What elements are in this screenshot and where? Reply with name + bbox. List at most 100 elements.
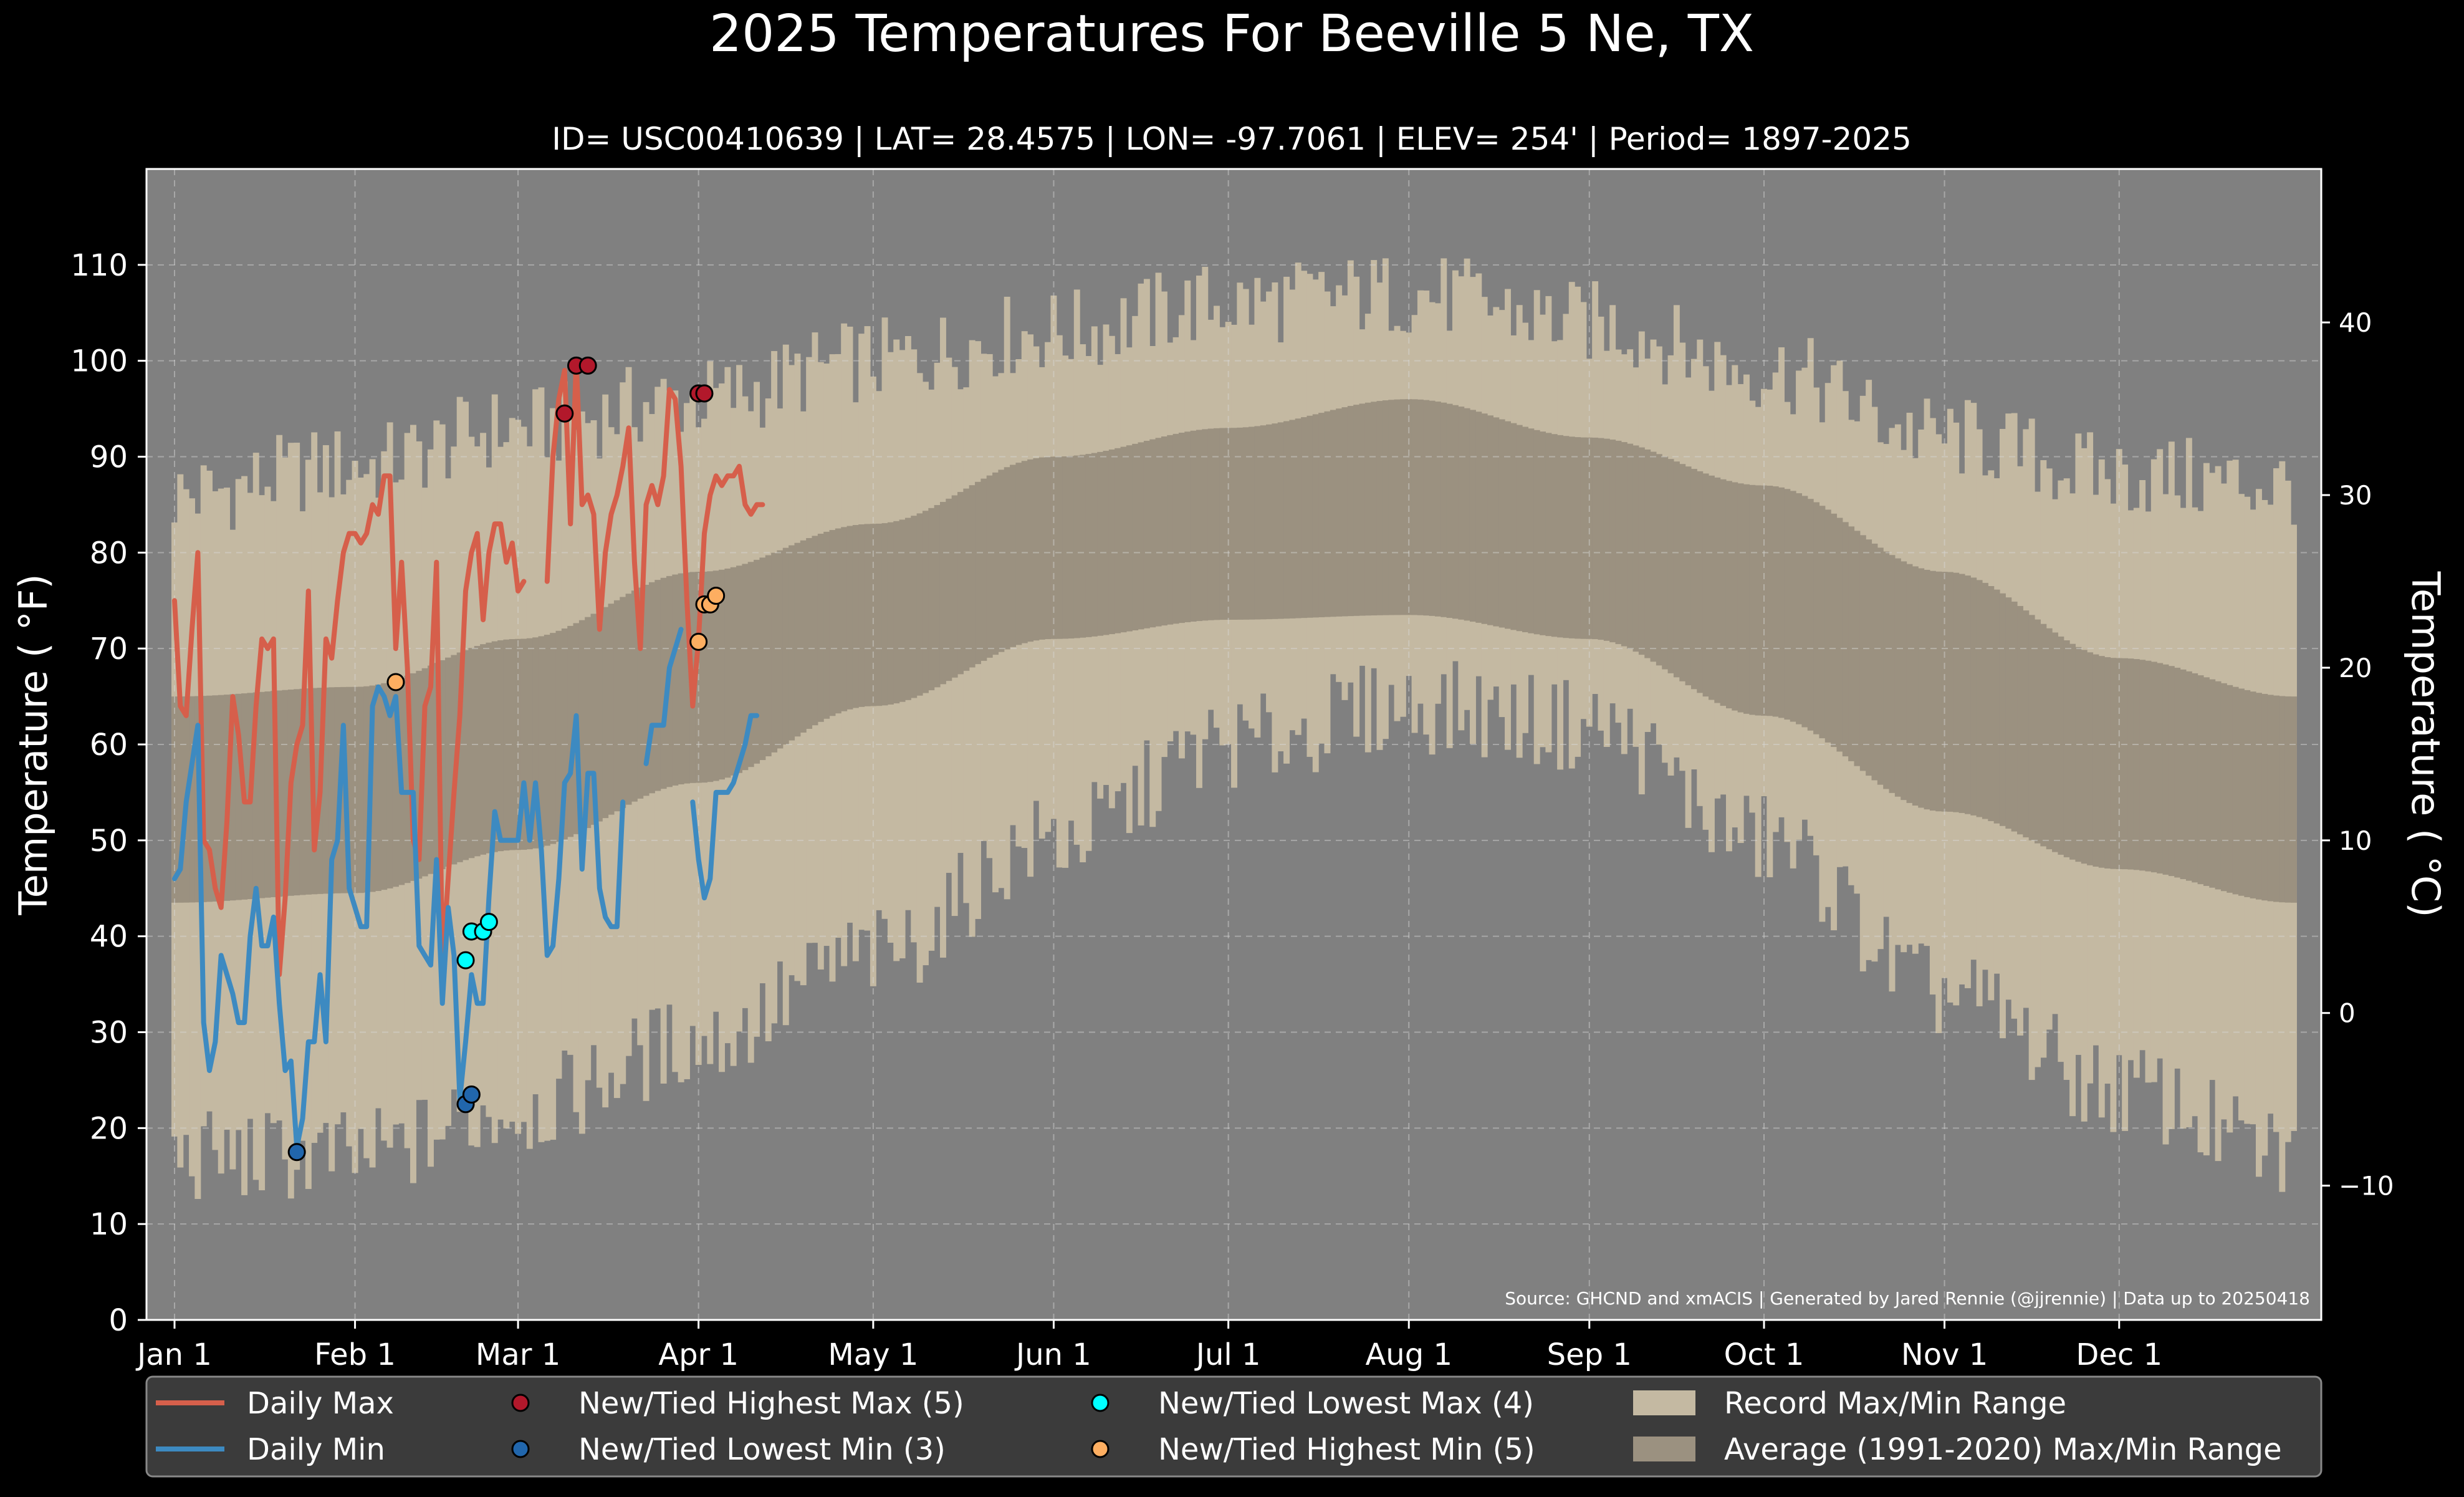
- average-range-bar: [416, 670, 423, 879]
- average-range-bar: [939, 502, 946, 685]
- average-range-bar: [1533, 430, 1540, 635]
- x-tick-label: Sep 1: [1547, 1337, 1632, 1372]
- legend-label: New/Tied Lowest Min (3): [578, 1432, 946, 1467]
- average-range-bar: [1353, 405, 1360, 616]
- average-range-bar: [1976, 580, 1983, 817]
- average-range-bar: [712, 570, 719, 781]
- record-marker: [689, 632, 708, 651]
- average-range-bar: [1505, 421, 1511, 629]
- average-range-bar: [1528, 428, 1535, 633]
- average-range-bar: [1458, 407, 1465, 620]
- average-range-bar: [1953, 572, 1960, 812]
- average-range-bar: [759, 557, 766, 761]
- average-range-bar: [1632, 445, 1639, 652]
- average-range-bar: [555, 630, 562, 842]
- average-range-bar: [1172, 433, 1179, 624]
- average-range-bar: [1161, 436, 1167, 626]
- average-range-bar: [1690, 469, 1697, 690]
- x-tick-label: Aug 1: [1365, 1337, 1452, 1372]
- legend-label: Average (1991-2020) Max/Min Range: [1724, 1432, 2282, 1467]
- average-range-bar: [497, 640, 504, 852]
- average-range-bar: [1115, 448, 1121, 633]
- average-range-bar: [893, 521, 900, 704]
- average-range-bar: [1080, 455, 1086, 638]
- average-range-bar: [1592, 437, 1599, 640]
- average-range-bar: [1796, 493, 1803, 724]
- average-range-bar: [1819, 506, 1826, 739]
- average-range-bar: [1889, 555, 1896, 793]
- average-range-bar: [439, 660, 446, 869]
- average-range-bar: [463, 650, 469, 860]
- average-range-bar: [2162, 664, 2169, 875]
- average-range-bar: [1935, 571, 1942, 812]
- legend-swatch-patch: [1633, 1437, 1695, 1461]
- average-range-bar: [2261, 693, 2268, 901]
- average-range-bar: [1656, 454, 1662, 666]
- average-range-bar: [806, 537, 813, 729]
- average-range-bar: [1178, 432, 1185, 623]
- average-range-bar: [2291, 696, 2297, 903]
- average-range-bar: [613, 600, 620, 812]
- average-range-bar: [2075, 647, 2082, 862]
- average-range-bar: [1964, 575, 1971, 814]
- average-range-bar: [2267, 695, 2274, 902]
- average-range-bar: [2069, 643, 2076, 860]
- average-range-bar: [1679, 464, 1686, 681]
- average-range-bar: [1382, 400, 1389, 615]
- average-range-bar: [1242, 427, 1249, 620]
- average-range-bar: [1598, 438, 1604, 640]
- average-range-bar: [1149, 439, 1156, 628]
- average-range-bar: [1866, 539, 1872, 776]
- series-line-daily-min: [643, 627, 684, 766]
- average-range-bar: [299, 688, 306, 895]
- y-tick-label: 100: [70, 344, 128, 379]
- average-range-bar: [363, 686, 370, 893]
- average-range-bar: [1551, 434, 1558, 637]
- average-range-bar: [730, 567, 737, 776]
- average-range-bar: [2133, 659, 2140, 870]
- average-range-bar: [1720, 479, 1727, 706]
- average-range-bar: [1650, 451, 1657, 662]
- average-range-bar: [928, 508, 935, 691]
- average-range-bar: [643, 584, 650, 796]
- average-range-bar: [701, 571, 707, 783]
- average-range-bar: [1214, 428, 1220, 620]
- average-range-bar: [1155, 438, 1162, 627]
- average-range-bar: [1498, 419, 1505, 628]
- average-range-bar: [794, 542, 801, 737]
- average-range-bar: [1341, 407, 1348, 617]
- average-range-bar: [212, 695, 219, 902]
- y2-tick-label: −10: [2339, 1171, 2394, 1201]
- average-range-bar: [1824, 509, 1831, 743]
- average-range-bar: [1778, 487, 1785, 718]
- average-range-bar: [829, 530, 836, 716]
- average-range-bar: [2157, 663, 2164, 874]
- legend-box: [145, 1375, 2323, 1478]
- average-range-bar: [2244, 690, 2251, 897]
- average-range-bar: [1143, 441, 1150, 628]
- average-range-bar: [526, 638, 533, 850]
- average-range-bar: [678, 573, 684, 785]
- average-range-bar: [1790, 491, 1796, 722]
- y2-tick-label: 30: [2339, 480, 2372, 511]
- legend-label: Daily Max: [247, 1386, 394, 1421]
- average-range-bar: [1982, 582, 1988, 819]
- average-range-bar: [585, 617, 592, 829]
- average-range-bar: [404, 675, 411, 883]
- average-range-bar: [1586, 437, 1593, 639]
- average-range-bar: [789, 545, 795, 741]
- average-range-bar: [189, 696, 195, 903]
- average-range-bar: [357, 686, 364, 893]
- average-range-bar: [1027, 459, 1034, 642]
- average-range-bar: [1207, 428, 1214, 620]
- average-range-bar: [1045, 456, 1052, 640]
- average-range-bar: [1743, 484, 1750, 714]
- average-range-bar: [491, 641, 498, 852]
- record-marker: [287, 1143, 306, 1162]
- average-range-bar: [916, 513, 923, 696]
- average-range-bar: [754, 559, 760, 764]
- average-range-bar: [520, 638, 527, 850]
- average-range-bar: [1970, 577, 1977, 816]
- legend-items: Daily Max New/Tied Highest Max (5) New/Tie…: [156, 1386, 2282, 1467]
- average-range-bar: [334, 687, 341, 893]
